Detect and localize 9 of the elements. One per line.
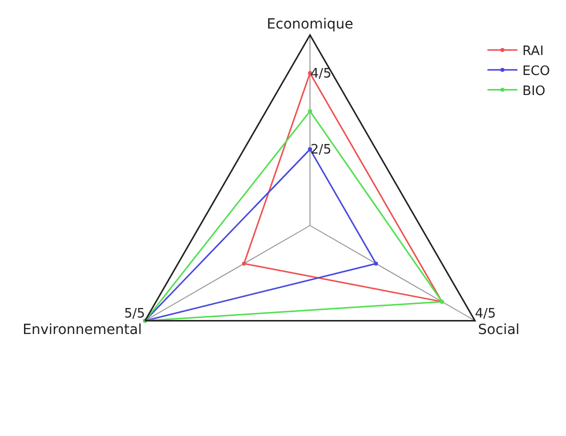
spoke-label: Environnemental xyxy=(22,322,142,338)
legend-label: BIO xyxy=(522,84,546,99)
spoke-label: Economique xyxy=(266,16,354,33)
spoke-label: Social xyxy=(478,322,520,338)
text: 4/5 xyxy=(474,306,496,322)
legend-label: RAI xyxy=(522,44,544,60)
text: 5/5 xyxy=(124,306,146,322)
legend-label: ECO xyxy=(522,64,550,79)
y-tick-label: 2/5 xyxy=(310,142,332,158)
